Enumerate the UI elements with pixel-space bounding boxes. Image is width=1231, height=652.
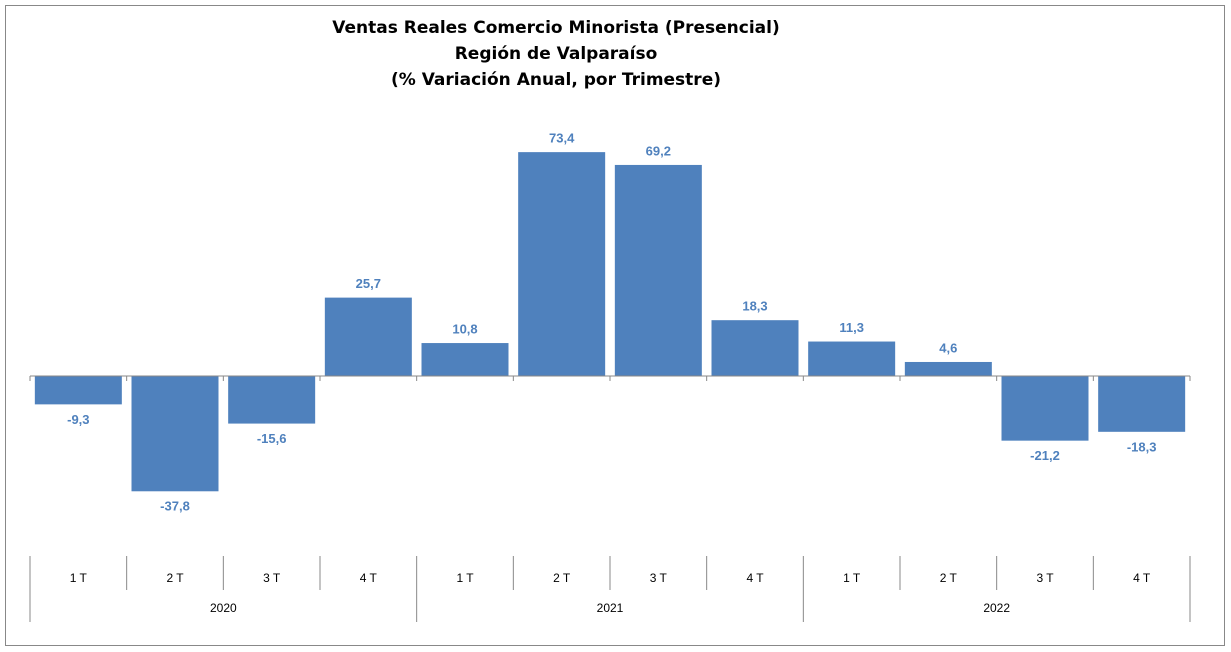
bar [518,152,606,376]
x-tick-label: 3 T [650,571,668,585]
bar [1001,376,1089,441]
year-label: 2021 [597,601,624,615]
bar [904,361,992,376]
bar [808,341,896,376]
x-tick-label: 2 T [553,571,571,585]
data-label: 25,7 [356,276,381,291]
data-label: -15,6 [257,431,287,446]
data-label: 69,2 [646,143,671,158]
chart-title: Región de Valparaíso [455,44,658,64]
data-label: -37,8 [160,499,190,514]
chart-title: Ventas Reales Comercio Minorista (Presen… [332,18,780,38]
data-label: 10,8 [452,321,477,336]
x-tick-label: 4 T [746,571,764,585]
data-label: 18,3 [742,299,767,314]
bar [1098,376,1186,432]
data-label: -9,3 [67,412,89,427]
x-tick-label: 3 T [263,571,281,585]
data-label: -21,2 [1030,448,1060,463]
bar [614,164,702,376]
bar [711,320,799,376]
x-tick-label: 1 T [843,571,861,585]
bar [34,376,122,405]
x-tick-label: 1 T [456,571,474,585]
data-label: 4,6 [939,340,957,355]
bar [324,297,412,376]
data-label: -18,3 [1127,439,1157,454]
chart-title: (% Variación Anual, por Trimestre) [391,70,721,90]
x-tick-label: 3 T [1036,571,1054,585]
x-tick-label: 2 T [940,571,958,585]
bar [131,376,219,492]
x-tick-label: 4 T [360,571,378,585]
x-tick-label: 2 T [166,571,184,585]
data-label: 11,3 [839,320,864,335]
bar [228,376,316,424]
data-label: 73,4 [549,131,575,146]
year-label: 2020 [210,601,237,615]
x-tick-label: 1 T [70,571,88,585]
year-label: 2022 [983,601,1010,615]
x-tick-label: 4 T [1133,571,1151,585]
bar [421,343,509,376]
